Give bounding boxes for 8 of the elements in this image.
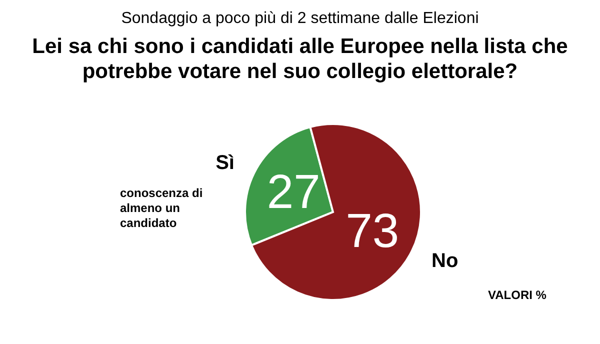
data-label: 73	[346, 205, 400, 258]
slice-label: Sì	[216, 152, 234, 174]
chart-subtitle: Sondaggio a poco più di 2 settimane dalle Elezioni	[120, 9, 480, 28]
text: VALORI %	[488, 288, 546, 302]
chart-title: Lei sa chi sono i candidati alle Europee nella lista che potrebbe votare nel suo collegio elettorale?	[31, 34, 569, 84]
data-label: 27	[266, 166, 320, 219]
text: conoscenza di almeno un candidato	[120, 186, 204, 231]
slice-label: No	[432, 250, 458, 272]
